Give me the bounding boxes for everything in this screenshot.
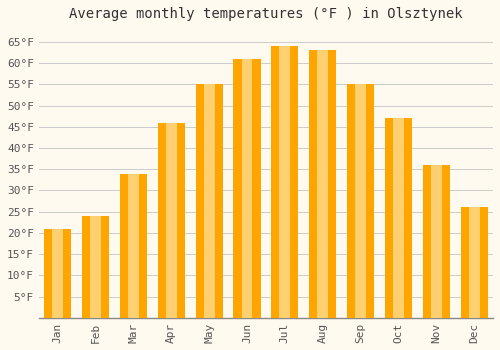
Bar [280,46,290,318]
Bar [347,84,374,318]
Bar [204,84,214,318]
Title: Average monthly temperatures (°F ) in Olsztynek: Average monthly temperatures (°F ) in Ol… [69,7,462,21]
Bar [120,174,147,318]
Bar [166,122,176,318]
Bar [196,84,223,318]
Bar [468,208,479,318]
Bar [355,84,366,318]
Bar [309,50,336,318]
Bar [82,216,109,318]
Bar [234,59,260,318]
Bar [128,174,139,318]
Bar [44,229,72,318]
Bar [385,118,412,318]
Bar [90,216,101,318]
Bar [271,46,298,318]
Bar [242,59,252,318]
Bar [318,50,328,318]
Bar [422,165,450,318]
Bar [158,122,185,318]
Bar [393,118,404,318]
Bar [52,229,63,318]
Bar [460,208,488,318]
Bar [431,165,442,318]
